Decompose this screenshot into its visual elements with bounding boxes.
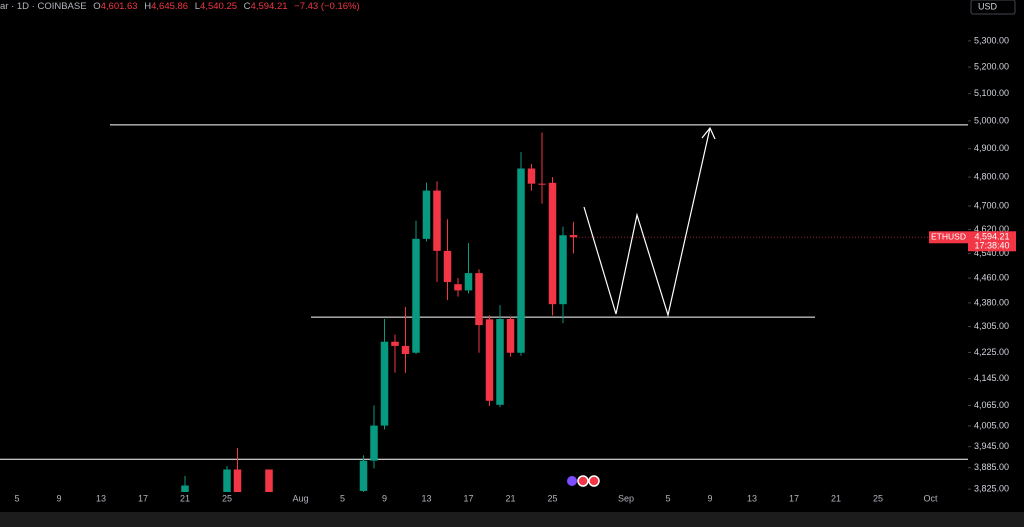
y-tick-label: 3,825.00 — [974, 483, 1009, 493]
x-tick-label: 17 — [138, 493, 148, 503]
candle-body — [391, 341, 399, 346]
x-tick-label: 13 — [747, 493, 757, 503]
high-value: 4,645.86 — [151, 1, 188, 12]
y-tick-label: 4,305.00 — [974, 321, 1009, 331]
candle-body — [559, 235, 567, 305]
y-tick-label: 4,540.00 — [974, 248, 1009, 258]
symbol-tag-label: ETHUSD — [931, 232, 966, 242]
x-tick-label: 5 — [14, 493, 19, 503]
candle-body — [527, 168, 536, 184]
bottom-bar — [0, 512, 1024, 527]
y-tick-label: 4,225.00 — [974, 347, 1009, 357]
change: −7.43 (−0.16%) — [294, 1, 360, 12]
y-tick-label: 4,620.00 — [974, 224, 1009, 234]
candle-body — [233, 469, 242, 492]
price-tag-countdown: 17:38:40 — [974, 241, 1009, 251]
projection-arrowhead — [701, 126, 716, 140]
candle-body — [517, 168, 525, 353]
x-tick-label: 21 — [180, 493, 190, 503]
candle-body — [464, 273, 473, 291]
low-value: 4,540.25 — [200, 1, 237, 12]
candle-body — [548, 182, 557, 305]
candle-body — [422, 190, 431, 239]
candle-body — [223, 469, 231, 492]
x-tick-label: Aug — [292, 493, 308, 503]
x-tick-label: 25 — [222, 493, 232, 503]
close-value: 4,594.21 — [251, 1, 288, 12]
chart-legend: ar · 1D · COINBASE O4,601.63 H4,645.86 L… — [0, 1, 360, 12]
y-tick-label: 5,300.00 — [974, 35, 1009, 45]
event-icon[interactable] — [577, 475, 589, 487]
x-tick-label: 5 — [665, 493, 670, 503]
candle-body — [401, 345, 410, 355]
open-label: O — [93, 1, 100, 12]
price-axis — [968, 16, 1024, 512]
candle-body — [181, 485, 189, 492]
x-tick-label: Oct — [923, 493, 938, 503]
x-tick-label: 9 — [382, 493, 387, 503]
y-tick-label: 3,945.00 — [974, 441, 1009, 451]
x-tick-label: 21 — [505, 493, 515, 503]
y-tick-label: 4,460.00 — [974, 272, 1009, 282]
y-tick-label: 5,200.00 — [974, 61, 1009, 71]
candle-body — [380, 341, 389, 426]
currency-label[interactable]: USD — [978, 1, 998, 11]
y-tick-label: 4,380.00 — [974, 297, 1009, 307]
x-tick-label: 5 — [340, 493, 345, 503]
x-tick-label: 13 — [96, 493, 106, 503]
y-tick-label: 4,145.00 — [974, 373, 1009, 383]
candle-body — [443, 250, 452, 283]
candle-body — [496, 319, 504, 405]
close-label: C — [244, 1, 251, 12]
symbol-info: ar · 1D · COINBASE — [0, 1, 87, 12]
y-tick-label: 4,800.00 — [974, 171, 1009, 181]
candle-body — [454, 284, 462, 291]
y-tick-label: 4,005.00 — [974, 420, 1009, 430]
price-tag — [968, 231, 1016, 252]
projection-path — [583, 127, 711, 318]
x-tick-label: 25 — [873, 493, 883, 503]
candle-body — [475, 273, 483, 326]
price-tag-label: 4,594.21 — [974, 232, 1009, 242]
candle-body — [359, 460, 368, 491]
projection-drawing — [583, 126, 716, 318]
candle-body — [433, 190, 441, 251]
candle-body — [538, 183, 546, 185]
y-tick-label: 4,700.00 — [974, 200, 1009, 210]
event-icon[interactable] — [588, 475, 600, 487]
x-tick-label: Sep — [618, 493, 634, 503]
y-tick-label: 3,885.00 — [974, 462, 1009, 472]
candle-body — [265, 469, 273, 492]
x-tick-label: 13 — [421, 493, 431, 503]
x-tick-label: 17 — [463, 493, 473, 503]
x-tick-label: 9 — [56, 493, 61, 503]
x-tick-label: 21 — [831, 493, 841, 503]
y-tick-label: 4,900.00 — [974, 143, 1009, 153]
open-value: 4,601.63 — [101, 1, 138, 12]
high-label: H — [144, 1, 151, 12]
candle-body — [370, 425, 378, 461]
candle-body — [506, 319, 515, 353]
y-tick-label: 4,065.00 — [974, 400, 1009, 410]
y-tick-label: 5,000.00 — [974, 115, 1009, 125]
plot-area — [0, 124, 968, 492]
candle-body — [485, 319, 494, 401]
y-tick-label: 5,100.00 — [974, 88, 1009, 98]
event-icon[interactable] — [567, 476, 577, 486]
x-tick-label: 25 — [547, 493, 557, 503]
currency-button[interactable] — [970, 0, 1016, 15]
low-label: L — [195, 1, 200, 12]
x-tick-label: 17 — [789, 493, 799, 503]
candle-body — [569, 235, 578, 238]
candle-body — [412, 238, 420, 353]
x-tick-label: 9 — [707, 493, 712, 503]
event-icons — [567, 475, 600, 487]
symbol-tag — [929, 231, 968, 244]
